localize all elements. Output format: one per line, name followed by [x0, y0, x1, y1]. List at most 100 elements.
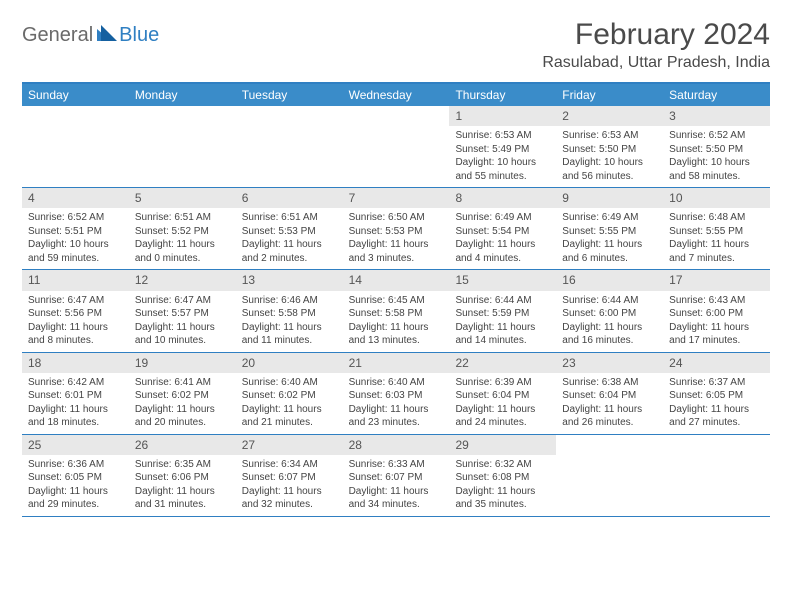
day-line: Sunrise: 6:48 AM [669, 211, 764, 225]
day-line: Daylight: 11 hours and 0 minutes. [135, 238, 230, 265]
day-line: Daylight: 11 hours and 21 minutes. [242, 403, 337, 430]
day-line: Sunrise: 6:44 AM [455, 294, 550, 308]
day-header: Saturday [663, 84, 770, 106]
day-cell: 4Sunrise: 6:52 AMSunset: 5:51 PMDaylight… [22, 188, 129, 269]
day-line: Sunrise: 6:52 AM [669, 129, 764, 143]
day-content: Sunrise: 6:40 AMSunset: 6:02 PMDaylight:… [236, 373, 343, 434]
day-line: Daylight: 11 hours and 11 minutes. [242, 321, 337, 348]
day-number: 12 [129, 270, 236, 290]
week-row: 11Sunrise: 6:47 AMSunset: 5:56 PMDayligh… [22, 270, 770, 352]
day-line: Daylight: 11 hours and 27 minutes. [669, 403, 764, 430]
day-line: Sunset: 5:53 PM [349, 225, 444, 239]
title-block: February 2024 Rasulabad, Uttar Pradesh, … [542, 18, 770, 72]
day-line: Sunset: 6:07 PM [349, 471, 444, 485]
day-content: Sunrise: 6:44 AMSunset: 5:59 PMDaylight:… [449, 291, 556, 352]
day-content: Sunrise: 6:46 AMSunset: 5:58 PMDaylight:… [236, 291, 343, 352]
day-number [236, 106, 343, 110]
day-line: Sunset: 6:05 PM [28, 471, 123, 485]
day-content: Sunrise: 6:51 AMSunset: 5:53 PMDaylight:… [236, 208, 343, 269]
day-line: Sunrise: 6:51 AM [135, 211, 230, 225]
day-cell: 8Sunrise: 6:49 AMSunset: 5:54 PMDaylight… [449, 188, 556, 269]
day-number: 15 [449, 270, 556, 290]
day-line: Daylight: 11 hours and 2 minutes. [242, 238, 337, 265]
day-line: Daylight: 10 hours and 59 minutes. [28, 238, 123, 265]
day-content: Sunrise: 6:49 AMSunset: 5:55 PMDaylight:… [556, 208, 663, 269]
day-number: 5 [129, 188, 236, 208]
day-number: 2 [556, 106, 663, 126]
day-line: Daylight: 11 hours and 26 minutes. [562, 403, 657, 430]
day-content: Sunrise: 6:34 AMSunset: 6:07 PMDaylight:… [236, 455, 343, 516]
day-header-row: SundayMondayTuesdayWednesdayThursdayFrid… [22, 84, 770, 106]
day-cell: 29Sunrise: 6:32 AMSunset: 6:08 PMDayligh… [449, 435, 556, 516]
week-row: 25Sunrise: 6:36 AMSunset: 6:05 PMDayligh… [22, 435, 770, 517]
day-number: 27 [236, 435, 343, 455]
day-content: Sunrise: 6:44 AMSunset: 6:00 PMDaylight:… [556, 291, 663, 352]
day-cell: 12Sunrise: 6:47 AMSunset: 5:57 PMDayligh… [129, 270, 236, 351]
day-cell: 19Sunrise: 6:41 AMSunset: 6:02 PMDayligh… [129, 353, 236, 434]
day-number: 28 [343, 435, 450, 455]
day-cell: 27Sunrise: 6:34 AMSunset: 6:07 PMDayligh… [236, 435, 343, 516]
day-number: 17 [663, 270, 770, 290]
day-line: Sunrise: 6:37 AM [669, 376, 764, 390]
day-number [22, 106, 129, 110]
day-line: Sunrise: 6:35 AM [135, 458, 230, 472]
day-content: Sunrise: 6:52 AMSunset: 5:50 PMDaylight:… [663, 126, 770, 187]
day-number: 26 [129, 435, 236, 455]
day-content: Sunrise: 6:43 AMSunset: 6:00 PMDaylight:… [663, 291, 770, 352]
day-content: Sunrise: 6:50 AMSunset: 5:53 PMDaylight:… [343, 208, 450, 269]
day-number [556, 435, 663, 439]
day-content: Sunrise: 6:47 AMSunset: 5:56 PMDaylight:… [22, 291, 129, 352]
day-line: Sunrise: 6:53 AM [455, 129, 550, 143]
day-line: Sunrise: 6:43 AM [669, 294, 764, 308]
day-number: 19 [129, 353, 236, 373]
day-line: Daylight: 11 hours and 8 minutes. [28, 321, 123, 348]
day-cell: 20Sunrise: 6:40 AMSunset: 6:02 PMDayligh… [236, 353, 343, 434]
day-cell [236, 106, 343, 187]
day-line: Daylight: 11 hours and 13 minutes. [349, 321, 444, 348]
weeks-container: 1Sunrise: 6:53 AMSunset: 5:49 PMDaylight… [22, 106, 770, 517]
day-line: Daylight: 11 hours and 20 minutes. [135, 403, 230, 430]
day-line: Daylight: 11 hours and 18 minutes. [28, 403, 123, 430]
day-line: Sunrise: 6:32 AM [455, 458, 550, 472]
day-line: Sunset: 6:07 PM [242, 471, 337, 485]
day-cell [343, 106, 450, 187]
day-cell: 6Sunrise: 6:51 AMSunset: 5:53 PMDaylight… [236, 188, 343, 269]
day-line: Sunset: 6:05 PM [669, 389, 764, 403]
day-cell [556, 435, 663, 516]
day-cell: 23Sunrise: 6:38 AMSunset: 6:04 PMDayligh… [556, 353, 663, 434]
day-content: Sunrise: 6:53 AMSunset: 5:49 PMDaylight:… [449, 126, 556, 187]
day-cell: 3Sunrise: 6:52 AMSunset: 5:50 PMDaylight… [663, 106, 770, 187]
calendar: SundayMondayTuesdayWednesdayThursdayFrid… [22, 82, 770, 517]
day-number: 23 [556, 353, 663, 373]
day-line: Sunrise: 6:47 AM [135, 294, 230, 308]
day-line: Sunset: 6:02 PM [242, 389, 337, 403]
day-number: 21 [343, 353, 450, 373]
day-number: 11 [22, 270, 129, 290]
day-line: Sunrise: 6:40 AM [349, 376, 444, 390]
day-header: Friday [556, 84, 663, 106]
day-content: Sunrise: 6:37 AMSunset: 6:05 PMDaylight:… [663, 373, 770, 434]
day-number: 20 [236, 353, 343, 373]
logo: General Blue [22, 18, 159, 47]
day-line: Daylight: 11 hours and 34 minutes. [349, 485, 444, 512]
day-content: Sunrise: 6:39 AMSunset: 6:04 PMDaylight:… [449, 373, 556, 434]
day-number: 24 [663, 353, 770, 373]
day-line: Sunrise: 6:47 AM [28, 294, 123, 308]
day-cell [129, 106, 236, 187]
day-number: 4 [22, 188, 129, 208]
day-line: Sunrise: 6:33 AM [349, 458, 444, 472]
day-line: Sunset: 6:00 PM [669, 307, 764, 321]
header: General Blue February 2024 Rasulabad, Ut… [22, 18, 770, 72]
day-line: Sunset: 5:57 PM [135, 307, 230, 321]
day-cell: 1Sunrise: 6:53 AMSunset: 5:49 PMDaylight… [449, 106, 556, 187]
day-line: Sunset: 6:06 PM [135, 471, 230, 485]
day-content: Sunrise: 6:49 AMSunset: 5:54 PMDaylight:… [449, 208, 556, 269]
day-cell: 15Sunrise: 6:44 AMSunset: 5:59 PMDayligh… [449, 270, 556, 351]
location: Rasulabad, Uttar Pradesh, India [542, 54, 770, 72]
day-cell: 18Sunrise: 6:42 AMSunset: 6:01 PMDayligh… [22, 353, 129, 434]
day-content: Sunrise: 6:53 AMSunset: 5:50 PMDaylight:… [556, 126, 663, 187]
day-line: Daylight: 11 hours and 16 minutes. [562, 321, 657, 348]
day-content: Sunrise: 6:41 AMSunset: 6:02 PMDaylight:… [129, 373, 236, 434]
day-header: Thursday [449, 84, 556, 106]
day-content: Sunrise: 6:33 AMSunset: 6:07 PMDaylight:… [343, 455, 450, 516]
